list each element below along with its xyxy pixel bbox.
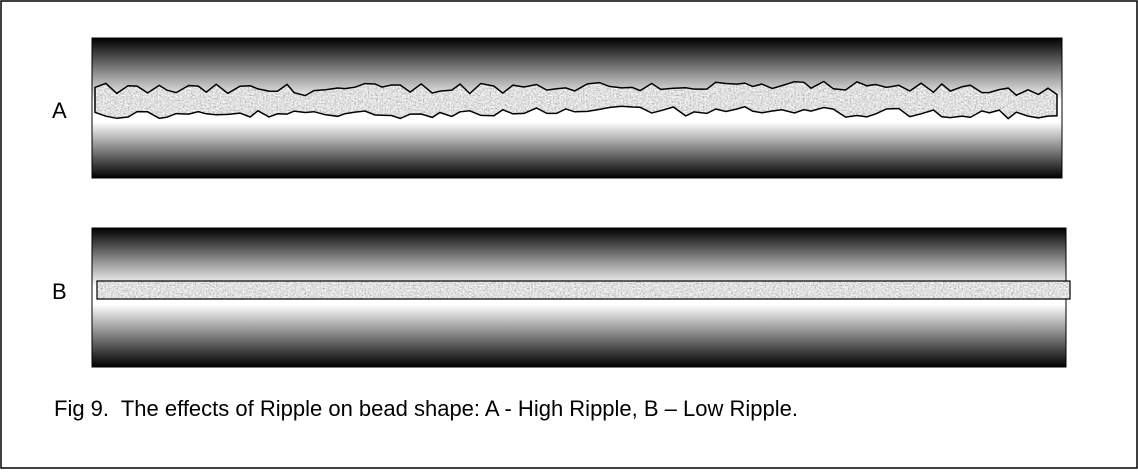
bead-outline xyxy=(94,80,1058,120)
low-ripple-bead xyxy=(97,281,1070,299)
high-ripple-bead xyxy=(94,80,1058,120)
panel-label: A xyxy=(52,98,67,123)
low-ripple-bead-outline xyxy=(96,280,1071,300)
panel-label: B xyxy=(52,279,67,304)
caption: Fig 9. The effects of Ripple on bead sha… xyxy=(54,396,798,421)
